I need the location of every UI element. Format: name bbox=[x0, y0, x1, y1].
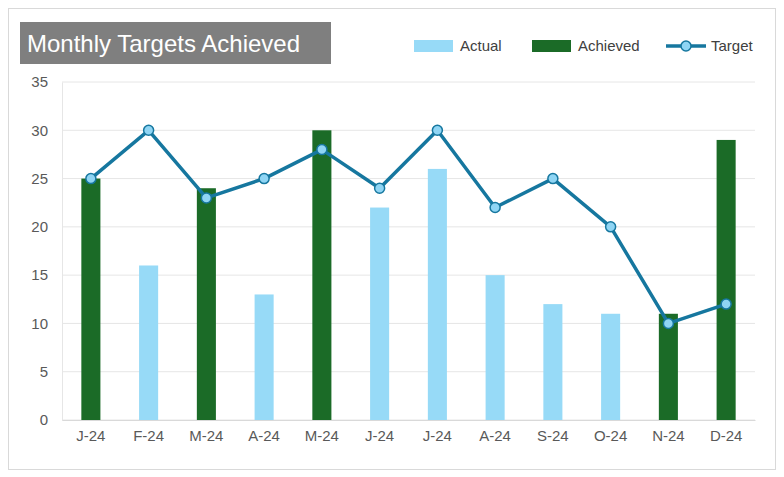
x-tick: J-24 bbox=[76, 420, 105, 444]
legend-item: Achieved bbox=[532, 37, 640, 54]
y-tick-label: 30 bbox=[31, 122, 48, 139]
y-tick: 15 bbox=[31, 266, 62, 283]
x-axis: J-24 F-24 M-24 A-24 M-24 J-24 J-24 A-24 S-24 O-24… bbox=[63, 420, 756, 444]
marker bbox=[201, 193, 211, 203]
y-tick: 30 bbox=[31, 122, 62, 139]
bar bbox=[601, 314, 620, 420]
marker bbox=[86, 174, 96, 184]
y-tick: 10 bbox=[31, 315, 62, 332]
x-tick-label: M-24 bbox=[305, 427, 339, 444]
marker bbox=[721, 299, 731, 309]
marker bbox=[548, 174, 558, 184]
grid-line bbox=[62, 82, 755, 83]
legend-label: Achieved bbox=[578, 37, 640, 54]
title: Monthly Targets Achieved bbox=[27, 30, 300, 57]
marker bbox=[490, 203, 500, 213]
x-tick: J-24 bbox=[423, 420, 452, 444]
chart-svg: 05101520253035J-24F-24M-24A-24M-24J-24J-… bbox=[0, 0, 784, 477]
marker bbox=[606, 222, 616, 232]
y-tick-label: 0 bbox=[40, 411, 48, 428]
title-group: Monthly Targets Achieved bbox=[20, 22, 331, 64]
x-tick: M-24 bbox=[189, 420, 223, 444]
x-tick-label: J-24 bbox=[76, 427, 105, 444]
y-tick-label: 15 bbox=[31, 266, 48, 283]
bar bbox=[717, 140, 736, 420]
bar bbox=[659, 314, 678, 420]
x-tick: A-24 bbox=[248, 420, 280, 444]
x-tick-label: N-24 bbox=[652, 427, 685, 444]
bar bbox=[81, 179, 100, 420]
title-box bbox=[20, 22, 331, 64]
y-tick-label: 35 bbox=[31, 73, 48, 90]
grid-line bbox=[62, 420, 755, 421]
x-tick-label: A-24 bbox=[479, 427, 511, 444]
legend-item: Target bbox=[666, 37, 754, 54]
bar bbox=[197, 188, 216, 420]
bar bbox=[486, 275, 505, 420]
marker bbox=[663, 318, 673, 328]
line-series bbox=[86, 125, 731, 328]
x-tick-label: M-24 bbox=[189, 427, 223, 444]
bar-series bbox=[81, 130, 735, 420]
x-tick: O-24 bbox=[594, 420, 627, 444]
x-tick: J-24 bbox=[365, 420, 394, 444]
y-tick: 35 bbox=[31, 73, 62, 90]
grid-line bbox=[62, 226, 755, 227]
y-tick: 0 bbox=[40, 411, 62, 428]
marker bbox=[432, 125, 442, 135]
x-tick: N-24 bbox=[652, 420, 685, 444]
bar bbox=[370, 208, 389, 420]
legend-label: Target bbox=[711, 37, 754, 54]
marker bbox=[259, 174, 269, 184]
grid bbox=[62, 82, 755, 420]
x-tick: S-24 bbox=[537, 420, 569, 444]
x-axis-line bbox=[63, 420, 756, 421]
grid-line bbox=[62, 371, 755, 372]
bar bbox=[543, 304, 562, 420]
grid-line bbox=[62, 178, 755, 179]
grid-line bbox=[62, 130, 755, 131]
x-tick-label: A-24 bbox=[248, 427, 280, 444]
y-tick-label: 5 bbox=[40, 363, 48, 380]
marker bbox=[317, 145, 327, 155]
legend-swatch bbox=[414, 40, 453, 52]
legend-label: Actual bbox=[460, 37, 502, 54]
marker bbox=[375, 183, 385, 193]
x-tick-label: J-24 bbox=[365, 427, 394, 444]
x-tick: F-24 bbox=[133, 420, 164, 444]
y-tick: 5 bbox=[40, 363, 62, 380]
y-tick: 20 bbox=[31, 218, 62, 235]
x-tick-label: S-24 bbox=[537, 427, 569, 444]
x-tick: A-24 bbox=[479, 420, 511, 444]
legend-item: Actual bbox=[414, 37, 502, 54]
y-axis-line bbox=[62, 83, 63, 421]
bar bbox=[428, 169, 447, 420]
legend: Actual Achieved Target bbox=[414, 37, 754, 54]
y-tick: 25 bbox=[31, 170, 62, 187]
bar-series bbox=[139, 169, 620, 420]
y-tick-label: 10 bbox=[31, 315, 48, 332]
legend-marker bbox=[681, 41, 691, 51]
bar bbox=[255, 294, 274, 420]
grid-line bbox=[62, 275, 755, 276]
bar bbox=[139, 265, 158, 420]
line bbox=[91, 130, 726, 323]
x-tick: M-24 bbox=[305, 420, 339, 444]
x-tick: D-24 bbox=[710, 420, 743, 444]
x-tick-label: F-24 bbox=[133, 427, 164, 444]
marks bbox=[81, 125, 735, 420]
legend-swatch bbox=[532, 40, 571, 52]
grid-line bbox=[62, 323, 755, 324]
y-axis: 0 5 10 15 20 25 30 35 bbox=[31, 73, 62, 428]
marker bbox=[144, 125, 154, 135]
x-tick-label: O-24 bbox=[594, 427, 627, 444]
x-tick-label: J-24 bbox=[423, 427, 452, 444]
y-tick-label: 25 bbox=[31, 170, 48, 187]
y-tick-label: 20 bbox=[31, 218, 48, 235]
chart-frame bbox=[9, 9, 776, 470]
bar bbox=[312, 130, 331, 420]
x-tick-label: D-24 bbox=[710, 427, 743, 444]
